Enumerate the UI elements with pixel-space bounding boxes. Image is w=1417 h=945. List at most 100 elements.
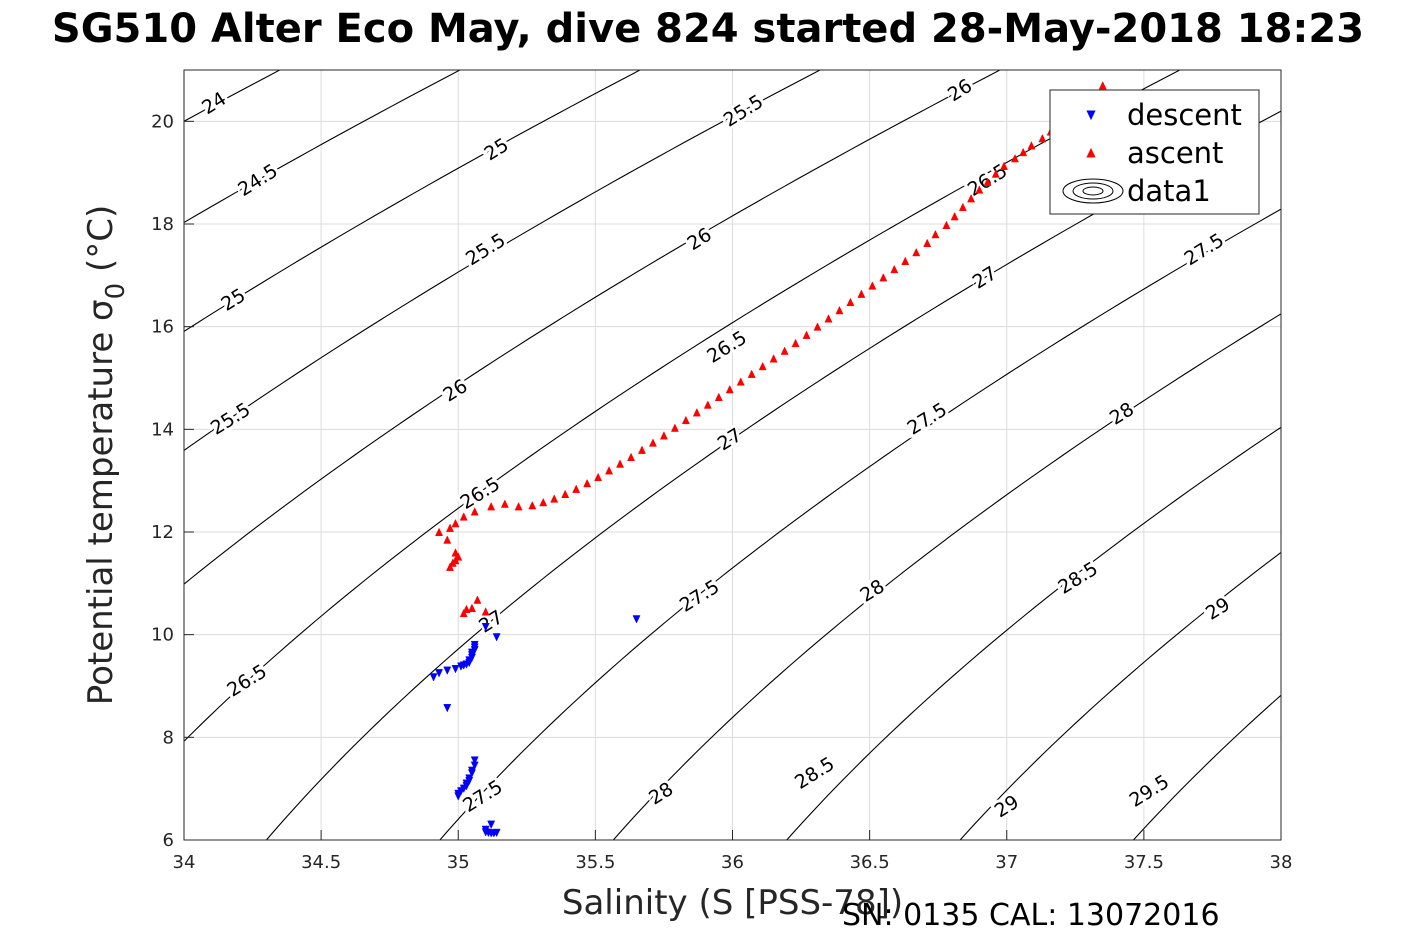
contour-label: 28 bbox=[1106, 398, 1138, 429]
descent-point bbox=[492, 828, 501, 838]
ascent-point bbox=[681, 415, 690, 425]
ascent-point bbox=[514, 502, 523, 511]
descent-point bbox=[632, 615, 641, 624]
ascent-point bbox=[802, 330, 811, 339]
descent-point bbox=[429, 673, 438, 682]
y-tick-label: 8 bbox=[163, 727, 174, 748]
ascent-point bbox=[605, 466, 614, 475]
ascent-point bbox=[857, 289, 866, 298]
contour-label: 25.5 bbox=[720, 91, 768, 132]
x-tick-label: 36 bbox=[721, 852, 744, 873]
isopycnal-29 bbox=[959, 551, 1281, 840]
y-axis-label-unit: (°C) bbox=[81, 205, 121, 283]
ascent-point bbox=[550, 494, 559, 503]
ascent-point bbox=[736, 377, 745, 386]
descent-point bbox=[470, 640, 479, 650]
x-tick-label: 37.5 bbox=[1124, 852, 1164, 873]
ascent-point bbox=[572, 484, 581, 493]
ascent-point bbox=[528, 500, 537, 510]
ascent-point bbox=[487, 502, 496, 511]
ascent-point bbox=[561, 489, 570, 499]
isopycnal-24.5 bbox=[184, 70, 462, 224]
ascent-point bbox=[747, 369, 756, 378]
contour-label: 28.5 bbox=[1054, 558, 1102, 599]
axis-ticks: 34 34.5 35 35.5 36 36.5 37 37.5 38 6 8 10 12 14 16 18 20 bbox=[151, 111, 1292, 873]
ascent-point bbox=[1011, 153, 1019, 163]
y-tick-label: 6 bbox=[163, 830, 174, 851]
y-tick-label: 20 bbox=[151, 111, 174, 132]
ascent-point bbox=[868, 281, 877, 290]
ascent-point bbox=[583, 478, 592, 488]
contour-label: 28 bbox=[645, 778, 677, 809]
descent-point bbox=[443, 704, 452, 713]
ascent-point bbox=[835, 305, 844, 315]
ascent-point bbox=[539, 497, 548, 507]
legend-label-descent: descent bbox=[1127, 98, 1242, 132]
ascent-point bbox=[824, 314, 833, 323]
contour-label: 27 bbox=[969, 262, 1001, 293]
descent-point bbox=[435, 669, 444, 678]
isopycnal-27.5 bbox=[439, 208, 1281, 840]
ascent-point bbox=[967, 194, 976, 203]
ascent-point bbox=[470, 507, 479, 516]
contour-label: 24.5 bbox=[234, 160, 282, 201]
ascent-point bbox=[714, 392, 723, 401]
contour-label: 27.5 bbox=[1180, 229, 1228, 270]
ascent-point bbox=[1000, 161, 1008, 170]
descent-point bbox=[492, 633, 501, 642]
ascent-point bbox=[500, 499, 509, 508]
contour-label: 27.5 bbox=[903, 399, 951, 440]
ascent-point bbox=[627, 452, 635, 462]
y-axis-label: Potential temperature σ0 (°C) bbox=[81, 205, 131, 705]
descent-point bbox=[470, 761, 479, 770]
isopycnal-29.5 bbox=[1132, 694, 1281, 840]
contour-label: 28 bbox=[856, 575, 888, 606]
ascent-point bbox=[983, 177, 992, 186]
ascent-point bbox=[923, 238, 932, 247]
ascent-point bbox=[703, 400, 712, 409]
ascent-point bbox=[780, 346, 789, 355]
legend-marker-ascent bbox=[1086, 147, 1096, 158]
x-axis-label: Salinity (S [PSS-78]) bbox=[562, 883, 903, 923]
legend-marker-descent bbox=[1086, 110, 1096, 121]
contour-label: 26 bbox=[944, 75, 976, 106]
descent-point bbox=[468, 769, 476, 778]
descent-point bbox=[443, 666, 452, 675]
ascent-point bbox=[758, 361, 767, 371]
contour-label: 25 bbox=[217, 284, 249, 315]
legend-label-ascent: ascent bbox=[1127, 136, 1223, 170]
ascent-point bbox=[931, 229, 940, 239]
contour-label: 25 bbox=[481, 134, 513, 165]
descent-point bbox=[487, 820, 496, 829]
ascent-point bbox=[435, 527, 444, 536]
ascent-point bbox=[769, 354, 778, 363]
ascent-point bbox=[692, 408, 701, 417]
contour-label: 27.5 bbox=[676, 576, 724, 617]
ascent-point bbox=[670, 423, 679, 432]
y-tick-label: 14 bbox=[151, 419, 174, 440]
ascent-point bbox=[813, 322, 822, 331]
descent-point bbox=[470, 756, 479, 765]
legend: descent ascent data1 bbox=[1049, 89, 1260, 215]
ascent-point bbox=[1027, 141, 1036, 150]
ascent-point bbox=[991, 169, 1000, 178]
y-axis-label-subscript: 0 bbox=[101, 283, 131, 300]
ascent-point bbox=[481, 607, 490, 616]
contour-label: 29 bbox=[991, 791, 1023, 822]
contour-label: 25.5 bbox=[462, 229, 510, 270]
y-tick-label: 10 bbox=[151, 625, 174, 646]
x-tick-label: 35.5 bbox=[575, 852, 615, 873]
ascent-point bbox=[473, 595, 482, 604]
y-tick-label: 12 bbox=[151, 522, 174, 543]
ascent-point bbox=[1038, 133, 1047, 143]
x-tick-label: 34 bbox=[173, 852, 196, 873]
ascent-point bbox=[846, 297, 855, 307]
contour-label: 29 bbox=[1202, 593, 1234, 624]
ascent-point bbox=[1098, 81, 1107, 90]
ascent-point bbox=[459, 608, 468, 618]
contour-label: 25.5 bbox=[207, 399, 255, 440]
legend-label-data1: data1 bbox=[1127, 174, 1211, 208]
ascent-point bbox=[649, 438, 657, 447]
ascent-point bbox=[594, 472, 603, 482]
